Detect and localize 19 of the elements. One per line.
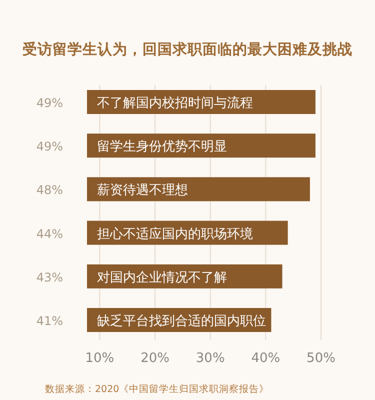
data-label: 49%	[36, 140, 63, 154]
data-label: 41%	[36, 314, 63, 328]
y-tick-label: 担心不适应国内的职场环境	[97, 226, 253, 242]
x-tick-label: 20%	[140, 351, 170, 366]
data-label: 48%	[36, 183, 63, 198]
x-tick-label: 50%	[306, 351, 336, 366]
y-tick-label: 对国内企业情况不了解	[97, 270, 227, 286]
data-label: 43%	[36, 270, 63, 284]
source-note: 数据来源：2020《中国留学生归国求职洞察报告》	[45, 383, 270, 395]
x-tick-label: 10%	[85, 351, 114, 366]
chart-title: 受访留学生认为，回国求职面临的最大困难及挑战	[22, 40, 352, 58]
data-label: 44%	[36, 226, 63, 241]
y-tick-label: 留学生身份优势不明显	[97, 140, 227, 155]
x-tick-label: 40%	[251, 351, 280, 366]
x-tick-label: 30%	[196, 351, 225, 366]
y-tick-label: 缺乏平台找到合适的国内职位	[97, 314, 266, 329]
data-label: 49%	[36, 96, 63, 110]
y-tick-label: 不了解国内校招时间与流程	[97, 95, 253, 111]
y-tick-label: 薪资待遇不理想	[97, 183, 188, 198]
